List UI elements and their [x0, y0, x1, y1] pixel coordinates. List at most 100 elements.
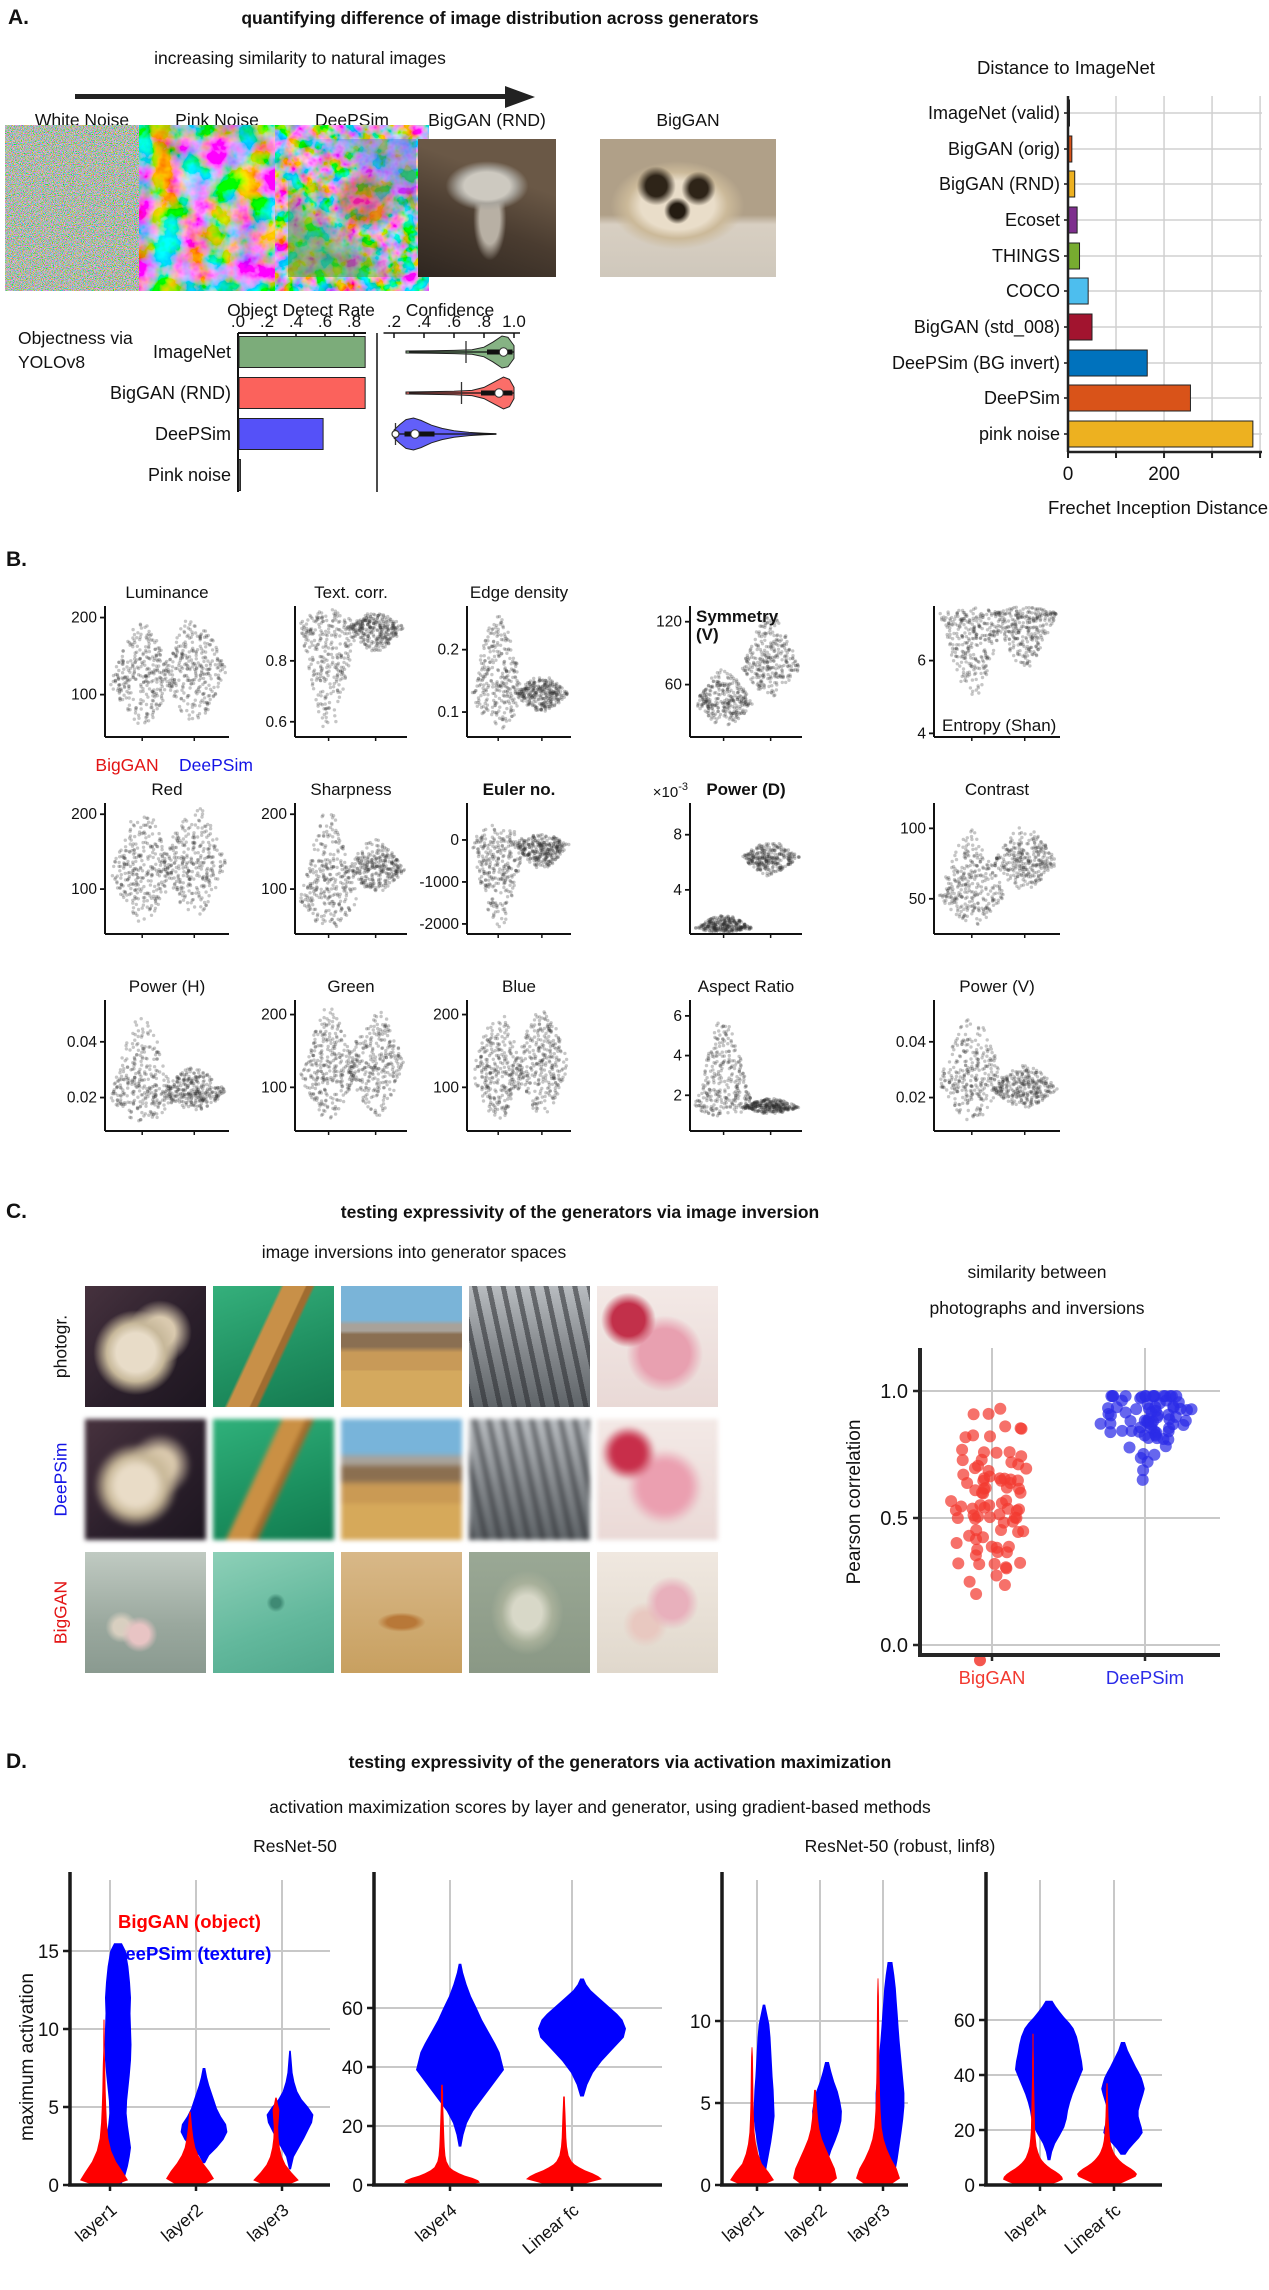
biggan-inversion-bamboo [213, 1552, 334, 1673]
svg-text:Pink noise: Pink noise [148, 465, 231, 485]
svg-text:.8: .8 [477, 312, 491, 331]
biggan-inversion-desert [341, 1552, 462, 1673]
panel-a-title: quantifying difference of image distribu… [241, 8, 759, 28]
svg-text:Ecoset: Ecoset [1005, 210, 1060, 230]
biggan-inversion-escalator [469, 1552, 590, 1673]
svg-text:0.8: 0.8 [265, 653, 287, 670]
svg-text:.6: .6 [318, 312, 332, 331]
similarity-arrow [75, 94, 505, 99]
panel-b-label: B. [6, 548, 27, 571]
panel-d-title: testing expressivity of the generators v… [348, 1752, 892, 1772]
thumb-label-biggan-rnd: BigGAN (RND) [428, 110, 546, 130]
panel-a-label: A. [8, 6, 29, 29]
deepsim-inversion-smoothie [597, 1419, 718, 1540]
svg-text:.2: .2 [260, 312, 274, 331]
biggan-inversion-ferret [85, 1552, 206, 1673]
row-label-photograph: photogr. [50, 1314, 71, 1379]
panel-d-label: D. [6, 1750, 27, 1773]
svg-text:-2000: -2000 [419, 916, 459, 933]
svg-text:ImageNet: ImageNet [153, 342, 231, 362]
svg-text:200: 200 [71, 806, 97, 823]
svg-text:Edge density: Edge density [470, 583, 569, 602]
deepsim-image-tint [288, 139, 416, 277]
thumb-label-white-noise: White Noise [34, 110, 130, 130]
panel-c-title: testing expressivity of the generators v… [340, 1202, 820, 1222]
photo-smoothie [597, 1286, 718, 1407]
svg-text:0.1: 0.1 [437, 704, 459, 721]
svg-text:Confidence: Confidence [406, 300, 495, 320]
svg-text:BigGAN (orig): BigGAN (orig) [948, 139, 1060, 159]
svg-text:Luminance: Luminance [125, 583, 208, 602]
svg-text:BigGAN (RND): BigGAN (RND) [939, 174, 1060, 194]
svg-text:0.6: 0.6 [265, 714, 287, 731]
svg-text:.0: .0 [231, 312, 245, 331]
svg-text:Object Detect Rate: Object Detect Rate [227, 300, 375, 320]
photo-bamboo [213, 1286, 334, 1407]
svg-text:.4: .4 [289, 312, 303, 331]
group-title-resnet50-robust: ResNet-50 (robust, linf8) [804, 1836, 996, 1856]
svg-text:0: 0 [1063, 464, 1074, 485]
svg-text:200: 200 [261, 806, 287, 823]
svg-text:.4: .4 [417, 312, 431, 331]
biggan-inversion-smoothie [597, 1552, 718, 1673]
deepsim-inversion-bamboo [213, 1419, 334, 1540]
svg-text:DeePSim: DeePSim [984, 388, 1060, 408]
svg-text:-1000: -1000 [419, 874, 459, 891]
panel-c-subtitle: image inversions into generator spaces [261, 1242, 567, 1262]
row-label-deepsim: DeePSim [50, 1442, 71, 1517]
row-label-biggan: BigGAN [50, 1580, 71, 1645]
svg-text:Text. corr.: Text. corr. [314, 583, 388, 602]
svg-text:BigGAN (std_008): BigGAN (std_008) [914, 317, 1060, 338]
objectness-caption-line2: YOLOv8 [18, 352, 86, 372]
svg-text:120: 120 [656, 614, 682, 631]
svg-text:COCO: COCO [1006, 281, 1060, 301]
image-statistics-grid: 200 100 Luminance 0.8 0.6 Text. corr. 0.2 0.1 Ed… [67, 583, 1060, 1135]
svg-text:Sharpness: Sharpness [310, 780, 391, 799]
group-title-resnet50: ResNet-50 [253, 1836, 337, 1856]
svg-text:.8: .8 [347, 312, 361, 331]
svg-text:pink noise: pink noise [979, 424, 1060, 444]
panel-c-label: C. [6, 1200, 27, 1223]
svg-text:ImageNet (valid): ImageNet (valid) [928, 103, 1060, 123]
similarity-arrow-head [505, 85, 535, 108]
svg-text:200: 200 [71, 610, 97, 627]
thumb-label-deepsim: DeePSim [315, 110, 389, 130]
biggan-image [600, 139, 776, 277]
thumb-label-pink-noise: Pink Noise [175, 110, 259, 130]
svg-text:100: 100 [71, 881, 97, 898]
svg-text:Euler no.: Euler no. [483, 780, 556, 799]
svg-text:Frechet Inception Distance: Frechet Inception Distance [1048, 497, 1268, 518]
photo-escalator [469, 1286, 590, 1407]
photo-desert [341, 1286, 462, 1407]
arrow-label: increasing similarity to natural images [154, 48, 446, 68]
svg-text:Entropy (Shan): Entropy (Shan) [942, 716, 1056, 735]
detect-rate-and-confidence-charts: Object Detect Rate.0 .2 .4 .6 .8 ImageNet BigG… [110, 300, 526, 492]
svg-text:60: 60 [665, 677, 683, 694]
fid-bar-chart: Distance to ImageNet ImageNet (valid) BigG… [892, 57, 1268, 518]
svg-text:Distance to ImageNet: Distance to ImageNet [977, 57, 1155, 78]
deepsim-inversion-escalator [469, 1419, 590, 1540]
svg-text:DeePSim (BG invert): DeePSim (BG invert) [892, 353, 1060, 373]
objectness-caption-line1: Objectness via [18, 328, 133, 348]
pink-noise-image [152, 139, 282, 277]
svg-text:0.2: 0.2 [437, 642, 459, 659]
svg-text:THINGS: THINGS [992, 246, 1060, 266]
biggan-rnd-image [418, 139, 556, 277]
white-noise-image [18, 139, 146, 277]
svg-text:DeePSim: DeePSim [155, 424, 231, 444]
panel-d-subtitle: activation maximization scores by layer … [269, 1797, 931, 1817]
svg-text:Red: Red [151, 780, 182, 799]
svg-text:0: 0 [450, 832, 459, 849]
svg-text:200: 200 [1148, 464, 1180, 485]
svg-text:4: 4 [917, 725, 926, 742]
svg-text:.2: .2 [387, 312, 401, 331]
deepsim-inversion-desert [341, 1419, 462, 1540]
svg-text:.6: .6 [447, 312, 461, 331]
svg-text:(V): (V) [696, 625, 719, 644]
photo-ferret [85, 1286, 206, 1407]
svg-text:100: 100 [261, 881, 287, 898]
svg-text:100: 100 [71, 687, 97, 704]
